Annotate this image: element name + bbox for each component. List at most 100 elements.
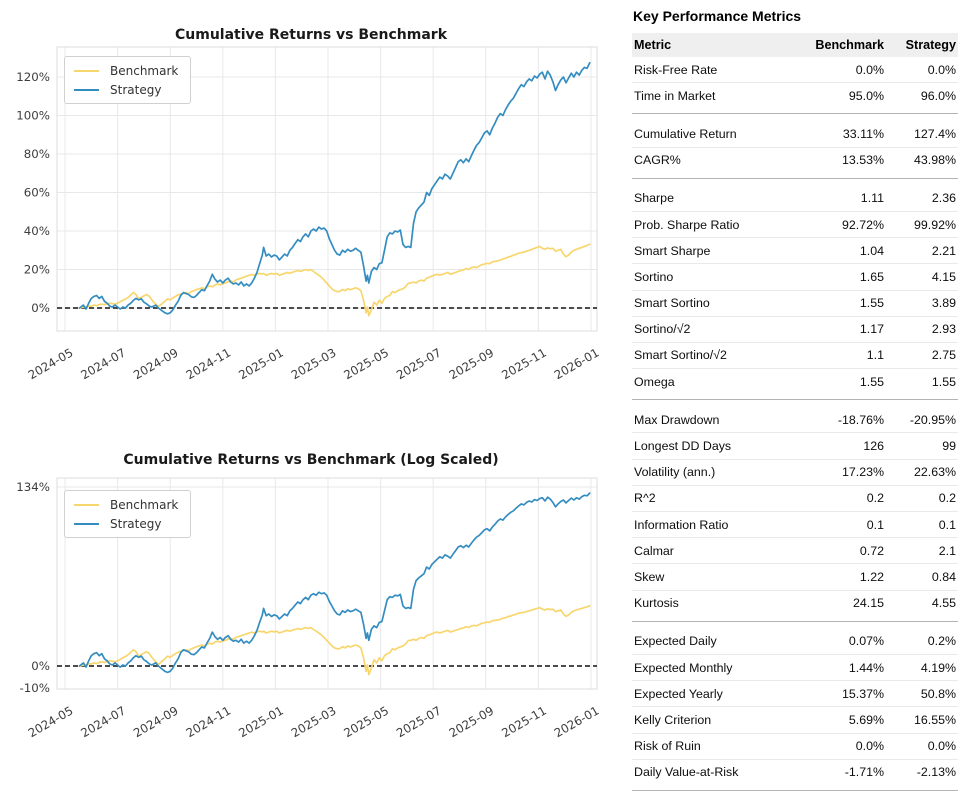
chart2-title: Cumulative Returns vs Benchmark (Log Sca… xyxy=(123,452,499,468)
y-tick-labels: 0% 20% 40% 60% 80% 100% 120% xyxy=(16,70,50,315)
metric-name: Cumulative Return xyxy=(632,121,801,148)
benchmark-value: 15.37% xyxy=(801,680,886,708)
table-row: Sharpe 1.11 2.36 xyxy=(632,185,958,212)
table-row: Expected Daily 0.07% 0.2% xyxy=(632,628,958,655)
x-tick-label: 2025-05 xyxy=(341,703,391,740)
benchmark-value: 1.22 xyxy=(801,563,886,591)
strategy-value: 2.1 xyxy=(886,537,958,565)
x-tick-label: 2026-01 xyxy=(552,703,602,740)
charts-canvas: 2024-05 2024-07 2024-09 2024-11 2025-01 2025-… xyxy=(16,46,602,740)
metrics-table: Metric Benchmark Strategy Risk-Free Rate… xyxy=(632,33,958,791)
strategy-value: 3.89 xyxy=(886,290,958,317)
metrics-header-row: Metric Benchmark Strategy xyxy=(632,33,958,57)
table-row: Sortino 1.65 4.15 xyxy=(632,263,958,291)
metric-name: Expected Yearly xyxy=(632,680,801,708)
strategy-value: -2.13% xyxy=(916,765,956,780)
table-row: Longest DD Days 126 99 xyxy=(632,432,958,460)
table-row: Calmar 0.72 2.1 xyxy=(632,537,958,565)
table-row: Kurtosis 24.15 4.55 xyxy=(632,590,958,616)
table-row: Time in Market 95.0% 96.0% xyxy=(632,83,958,109)
benchmark-value: -18.76% xyxy=(801,407,886,434)
benchmark-value: 95.0% xyxy=(848,88,884,103)
x-tick-label: 2025-11 xyxy=(499,345,549,382)
x-tick-label: 2025-09 xyxy=(447,703,497,740)
metric-name: Expected Monthly xyxy=(632,654,801,682)
table-row: Smart Sortino/√2 1.1 2.75 xyxy=(632,342,958,370)
group-divider xyxy=(632,394,958,401)
strategy-value: 0.1 xyxy=(886,511,958,539)
metric-name: Smart Sharpe xyxy=(632,237,801,265)
benchmark-value: 1.44% xyxy=(801,654,886,682)
legend-label-benchmark: Benchmark xyxy=(110,63,179,78)
strategy-value: 16.55% xyxy=(886,706,958,734)
benchmark-value: 1.04 xyxy=(801,237,886,265)
gridlines xyxy=(57,478,597,689)
table-row: Prob. Sharpe Ratio 92.72% 99.92% xyxy=(632,211,958,239)
benchmark-value: 1.17 xyxy=(801,316,886,343)
benchmark-value: 0.0% xyxy=(801,733,886,760)
strategy-value: 2.93 xyxy=(886,316,958,343)
col-header-metric: Metric xyxy=(632,33,801,57)
table-row: CAGR% 13.53% 43.98% xyxy=(632,147,958,173)
y-tick-labels: 134% 0% -10% xyxy=(16,480,50,695)
x-tick-label: 2025-07 xyxy=(394,345,444,382)
legend-row-benchmark: Benchmark xyxy=(74,495,178,514)
metric-name: Omega xyxy=(634,374,675,389)
metric-name: Volatility (ann.) xyxy=(632,459,801,486)
table-row: Smart Sortino 1.55 3.89 xyxy=(632,290,958,317)
strategy-value: 50.8% xyxy=(886,680,958,708)
strategy-value: 2.36 xyxy=(886,185,958,212)
y-tick-label: 60% xyxy=(24,186,50,200)
metric-name: Information Ratio xyxy=(632,511,801,539)
benchmark-value: 1.65 xyxy=(801,263,886,291)
table-row: Cumulative Return 33.11% 127.4% xyxy=(632,121,958,148)
strategy-value: 0.0% xyxy=(886,733,958,760)
strategy-value: 0.2 xyxy=(886,485,958,513)
x-tick-label: 2025-01 xyxy=(236,345,286,382)
strategy-value: 4.19% xyxy=(886,654,958,682)
legend-label-benchmark: Benchmark xyxy=(110,497,179,512)
table-row: Information Ratio 0.1 0.1 xyxy=(632,511,958,539)
benchmark-value: 1.55 xyxy=(859,374,884,389)
group-spacer xyxy=(632,114,958,122)
x-tick-label: 2024-05 xyxy=(26,345,76,382)
metric-name: R^2 xyxy=(632,485,801,513)
legend-row-benchmark: Benchmark xyxy=(74,61,178,80)
strategy-value: 96.0% xyxy=(920,88,956,103)
benchmark-value: 5.69% xyxy=(801,706,886,734)
metric-name: Smart Sortino xyxy=(632,290,801,317)
table-row: Max Drawdown -18.76% -20.95% xyxy=(632,407,958,434)
table-row: Expected Yearly 15.37% 50.8% xyxy=(632,680,958,708)
x-tick-labels: 2024-05 2024-07 2024-09 2024-11 2025-01 2025-… xyxy=(26,703,602,740)
y-tick-label: 0% xyxy=(31,301,50,315)
col-header-strategy: Strategy xyxy=(886,33,958,57)
table-row: Omega 1.55 1.55 xyxy=(632,369,958,395)
legend-label-strategy: Strategy xyxy=(110,82,162,97)
metric-name: Smart Sortino/√2 xyxy=(632,342,801,370)
group-divider xyxy=(632,615,958,622)
metric-name: Prob. Sharpe Ratio xyxy=(632,211,801,239)
benchmark-line xyxy=(78,243,591,317)
group-spacer xyxy=(632,621,958,629)
table-row: Volatility (ann.) 17.23% 22.63% xyxy=(632,459,958,486)
benchmark-value: 0.07% xyxy=(801,628,886,655)
chart2-legend: Benchmark Strategy xyxy=(64,490,192,538)
y-tick-label: 0% xyxy=(31,659,50,673)
x-tick-label: 2024-07 xyxy=(78,345,128,382)
metric-name: Daily Value-at-Risk xyxy=(634,765,739,780)
group-divider xyxy=(632,784,958,791)
benchmark-value: 0.1 xyxy=(801,511,886,539)
benchmark-line-swatch xyxy=(74,503,99,506)
x-tick-label: 2026-01 xyxy=(552,345,602,382)
benchmark-line xyxy=(78,604,591,676)
group-spacer xyxy=(632,400,958,408)
strategy-value: 0.0% xyxy=(886,57,958,84)
chart1-legend: Benchmark Strategy xyxy=(64,56,192,104)
metric-name: Sortino xyxy=(632,263,801,291)
metric-name: Sortino/√2 xyxy=(632,316,801,343)
metric-name: Kurtosis xyxy=(634,596,679,611)
metric-name: Risk-Free Rate xyxy=(632,57,801,84)
y-tick-label: 80% xyxy=(24,147,50,161)
metric-name: Skew xyxy=(632,563,801,591)
